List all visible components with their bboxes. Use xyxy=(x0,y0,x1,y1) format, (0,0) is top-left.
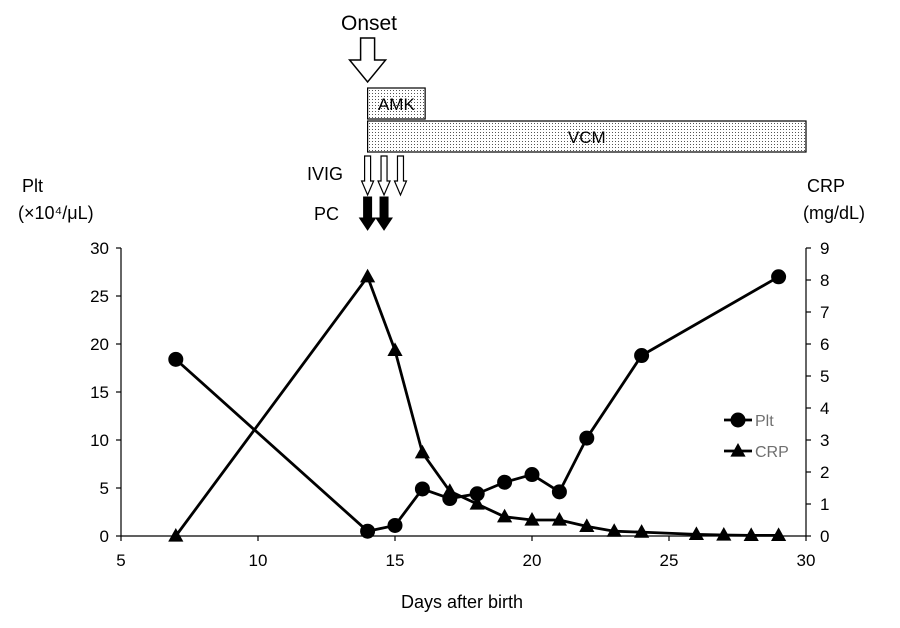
crp-point xyxy=(469,496,485,510)
plt-point xyxy=(360,523,376,539)
x-tick-label: 5 xyxy=(116,551,125,570)
plt-point xyxy=(469,486,485,502)
onset-arrow-icon xyxy=(348,37,388,84)
y-left-tick-label: 25 xyxy=(90,287,109,306)
plt-point xyxy=(579,430,595,446)
crp-line xyxy=(174,275,779,537)
crp-point xyxy=(771,527,787,541)
crp-point xyxy=(524,512,540,526)
crp-point xyxy=(360,268,376,283)
vcm-label: VCM xyxy=(568,128,606,147)
y-right-label-line1: CRP xyxy=(807,176,845,196)
y-right-label-line2: (mg/dL) xyxy=(803,203,865,223)
y-left-ticks: 0 5 10 15 20 25 30 xyxy=(90,239,121,546)
y-right-ticks: 0 1 2 3 4 5 6 7 8 9 xyxy=(806,239,829,546)
y-right-tick-label: 4 xyxy=(820,399,829,418)
amk-bar xyxy=(367,87,426,120)
y-right-tick-label: 3 xyxy=(820,431,829,450)
legend-label: Plt xyxy=(755,413,774,430)
plt-point xyxy=(168,351,184,367)
x-tick-label: 10 xyxy=(249,551,268,570)
legend-swatch-marker xyxy=(730,412,746,428)
y-right-tick-label: 8 xyxy=(820,271,829,290)
y-left-tick-label: 0 xyxy=(100,527,109,546)
crp-point xyxy=(168,528,184,542)
y-left-tick-label: 20 xyxy=(90,335,109,354)
ivig-label: IVIG xyxy=(307,164,343,184)
plt-point xyxy=(414,481,430,497)
plt-point xyxy=(524,467,540,483)
crp-point xyxy=(442,483,458,497)
x-tick-label: 25 xyxy=(660,551,679,570)
y-left-label-line2: (×10⁴/μL) xyxy=(18,203,94,223)
y-right-tick-label: 1 xyxy=(820,495,829,514)
crp-point xyxy=(414,444,430,459)
ivig-arrows xyxy=(360,155,408,197)
x-tick-label: 30 xyxy=(797,551,816,570)
y-left-tick-label: 15 xyxy=(90,383,109,402)
crp-point xyxy=(579,518,595,532)
y-right-tick-label: 9 xyxy=(820,239,829,258)
ivig-arrow-icon xyxy=(360,155,375,197)
y-left-tick-label: 30 xyxy=(90,239,109,258)
y-left-label-line1: Plt xyxy=(22,176,43,196)
crp-point xyxy=(387,342,403,356)
plt-point xyxy=(771,269,787,285)
amk-label: AMK xyxy=(378,95,416,114)
crp-point xyxy=(497,508,513,523)
pc-arrow-icon xyxy=(358,196,377,231)
x-tick-label: 15 xyxy=(386,551,405,570)
x-axis-label: Days after birth xyxy=(401,592,523,612)
y-left-tick-label: 10 xyxy=(90,431,109,450)
ivig-arrow-icon xyxy=(393,155,408,197)
pc-label: PC xyxy=(314,204,339,224)
x-ticks: 5 10 15 20 25 30 xyxy=(116,536,815,570)
onset-label: Onset xyxy=(341,12,397,35)
crp-point xyxy=(743,527,759,541)
legend-label: CRP xyxy=(755,444,789,461)
plt-point xyxy=(497,474,513,490)
legend: Plt CRP xyxy=(724,412,789,461)
crp-point xyxy=(688,526,704,540)
crp-point xyxy=(634,524,650,538)
y-right-tick-label: 5 xyxy=(820,367,829,386)
plt-point xyxy=(551,484,567,500)
crp-point xyxy=(606,523,622,537)
legend-swatch-marker xyxy=(730,443,746,457)
crp-point xyxy=(716,527,732,541)
series-layer xyxy=(168,268,787,542)
plt-point xyxy=(387,517,403,533)
pc-arrows xyxy=(358,196,393,231)
crp-point xyxy=(551,512,567,526)
plt-point xyxy=(634,348,650,364)
pc-arrow-icon xyxy=(375,196,393,231)
x-tick-label: 20 xyxy=(523,551,542,570)
y-right-tick-label: 6 xyxy=(820,335,829,354)
vcm-bar xyxy=(367,120,807,153)
ivig-arrow-icon xyxy=(377,155,391,197)
y-left-tick-label: 5 xyxy=(100,479,109,498)
y-right-tick-label: 0 xyxy=(820,527,829,546)
y-right-tick-label: 7 xyxy=(820,303,829,322)
y-right-tick-label: 2 xyxy=(820,463,829,482)
